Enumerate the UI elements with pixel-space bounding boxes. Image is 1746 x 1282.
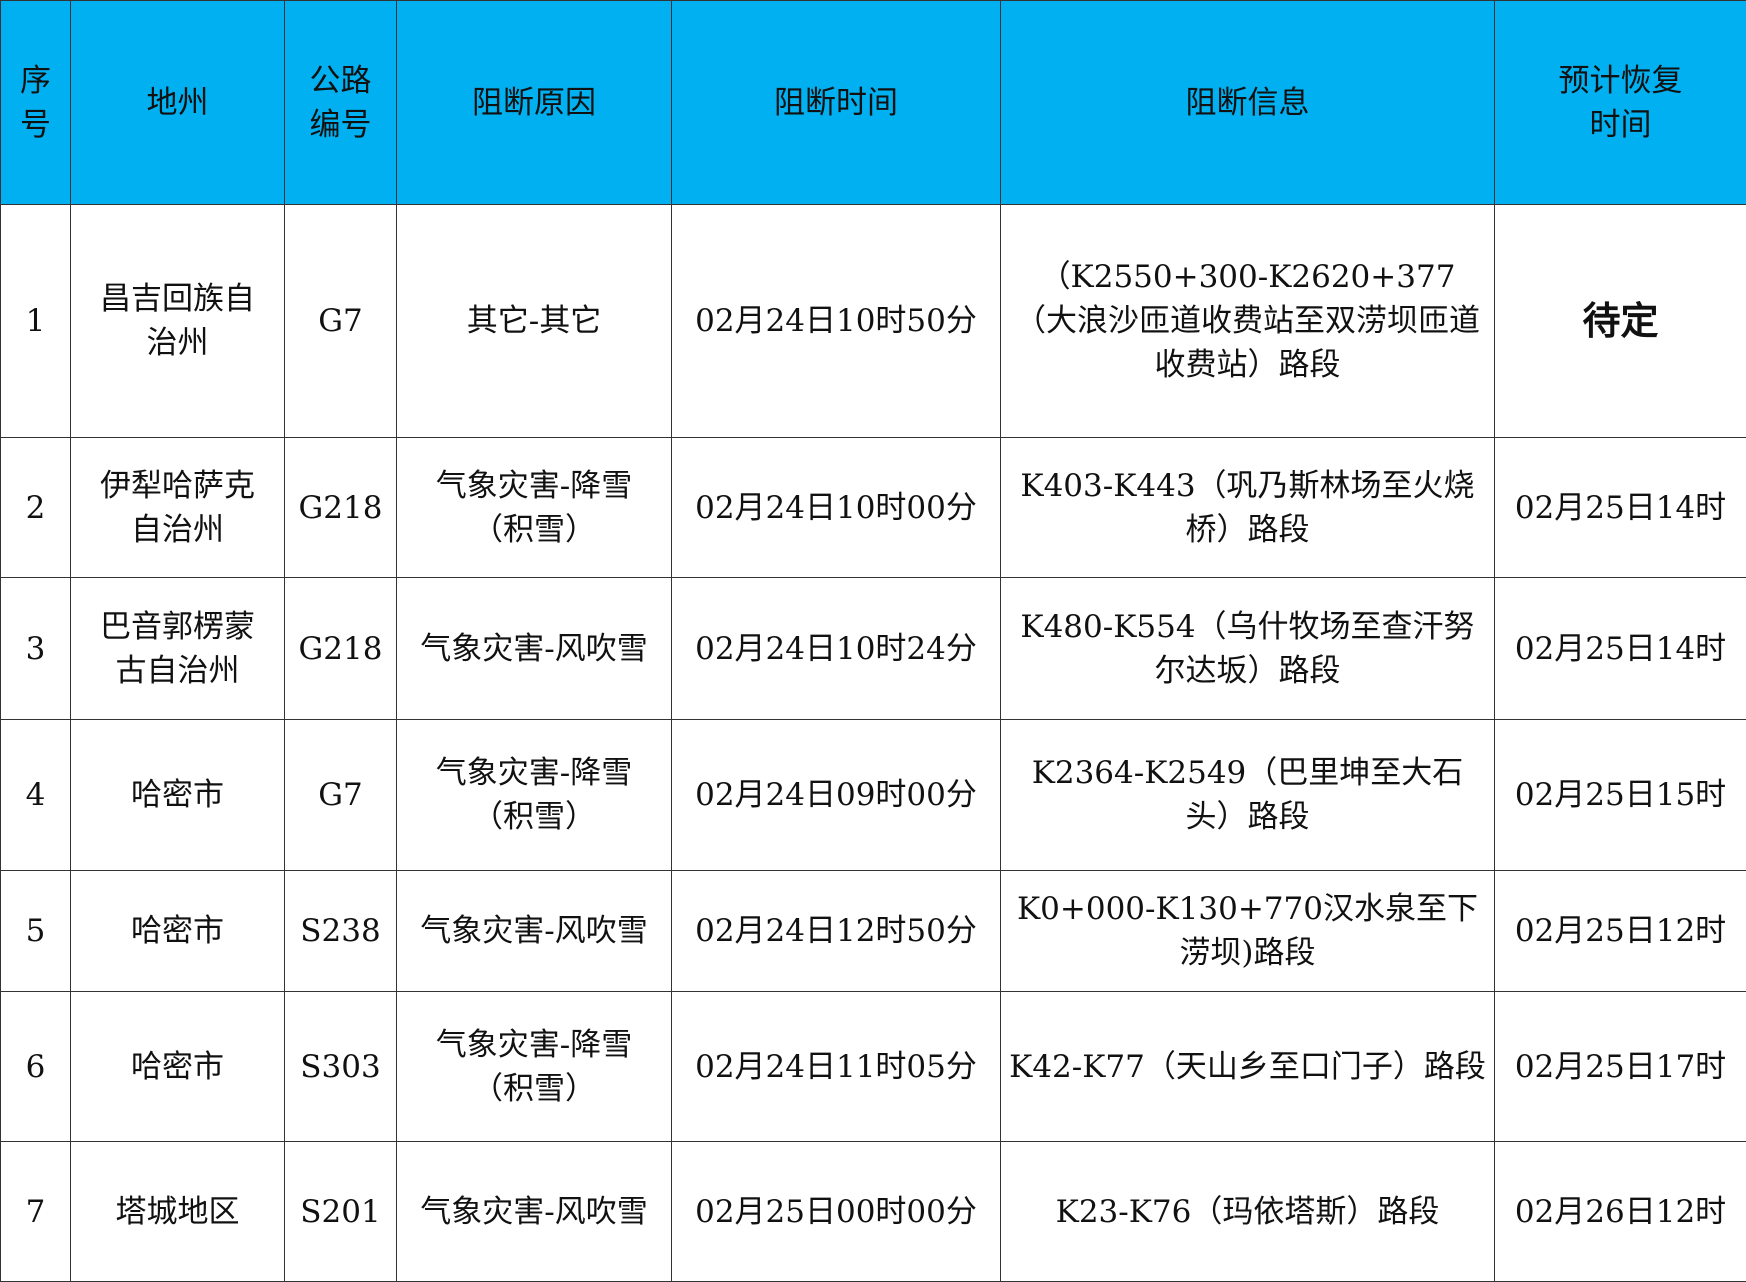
cell-recovery: 02月26日12时 [1495, 1142, 1746, 1282]
cell-time: 02月24日10时50分 [672, 205, 1001, 438]
cell-road: S238 [285, 871, 397, 992]
cell-road: S201 [285, 1142, 397, 1282]
cell-time: 02月24日11时05分 [672, 992, 1001, 1142]
cell-time: 02月25日00时00分 [672, 1142, 1001, 1282]
col-header-index: 序号 [1, 1, 71, 205]
cell-region: 哈密市 [71, 992, 285, 1142]
cell-region: 巴音郭楞蒙古自治州 [71, 578, 285, 720]
cell-index: 1 [1, 205, 71, 438]
cell-road: G7 [285, 720, 397, 871]
cell-time: 02月24日10时00分 [672, 438, 1001, 578]
col-header-time: 阻断时间 [672, 1, 1001, 205]
cell-road: G7 [285, 205, 397, 438]
cell-recovery: 待定 [1495, 205, 1746, 438]
cell-info: K42-K77（天山乡至口门子）路段 [1001, 992, 1495, 1142]
cell-reason: 气象灾害-降雪（积雪） [397, 992, 672, 1142]
cell-index: 5 [1, 871, 71, 992]
cell-region: 哈密市 [71, 720, 285, 871]
cell-reason: 气象灾害-降雪（积雪） [397, 438, 672, 578]
cell-info: K0+000-K130+770汉水泉至下涝坝)路段 [1001, 871, 1495, 992]
col-header-reason: 阻断原因 [397, 1, 672, 205]
cell-time: 02月24日09时00分 [672, 720, 1001, 871]
cell-reason: 气象灾害-风吹雪 [397, 578, 672, 720]
col-header-road: 公路编号 [285, 1, 397, 205]
col-header-recovery: 预计恢复时间 [1495, 1, 1746, 205]
cell-region: 伊犁哈萨克自治州 [71, 438, 285, 578]
cell-region: 哈密市 [71, 871, 285, 992]
cell-info: K2364-K2549（巴里坤至大石头）路段 [1001, 720, 1495, 871]
cell-reason: 气象灾害-风吹雪 [397, 871, 672, 992]
cell-road: G218 [285, 438, 397, 578]
cell-road: S303 [285, 992, 397, 1142]
cell-index: 6 [1, 992, 71, 1142]
cell-reason: 气象灾害-降雪（积雪） [397, 720, 672, 871]
cell-index: 2 [1, 438, 71, 578]
cell-time: 02月24日10时24分 [672, 578, 1001, 720]
cell-recovery: 02月25日14时 [1495, 578, 1746, 720]
cell-info: K403-K443（巩乃斯林场至火烧桥）路段 [1001, 438, 1495, 578]
col-header-info: 阻断信息 [1001, 1, 1495, 205]
cell-region: 昌吉回族自治州 [71, 205, 285, 438]
cell-road: G218 [285, 578, 397, 720]
cell-index: 7 [1, 1142, 71, 1282]
cell-index: 3 [1, 578, 71, 720]
cell-info: （K2550+300-K2620+377（大浪沙匝道收费站至双涝坝匝道收费站）路… [1001, 205, 1495, 438]
cell-reason: 气象灾害-风吹雪 [397, 1142, 672, 1282]
cell-recovery: 02月25日12时 [1495, 871, 1746, 992]
header-row: 序号 地州 公路编号 阻断原因 阻断时间 阻断信息 预计恢复时间 [1, 1, 1746, 205]
cell-recovery: 02月25日17时 [1495, 992, 1746, 1142]
cell-recovery: 02月25日14时 [1495, 438, 1746, 578]
cell-time: 02月24日12时50分 [672, 871, 1001, 992]
cell-info: K23-K76（玛依塔斯）路段 [1001, 1142, 1495, 1282]
cell-index: 4 [1, 720, 71, 871]
cell-recovery: 02月25日15时 [1495, 720, 1746, 871]
col-header-region: 地州 [71, 1, 285, 205]
cell-region: 塔城地区 [71, 1142, 285, 1282]
cell-info: K480-K554（乌什牧场至查汗努尔达坂）路段 [1001, 578, 1495, 720]
cell-reason: 其它-其它 [397, 205, 672, 438]
